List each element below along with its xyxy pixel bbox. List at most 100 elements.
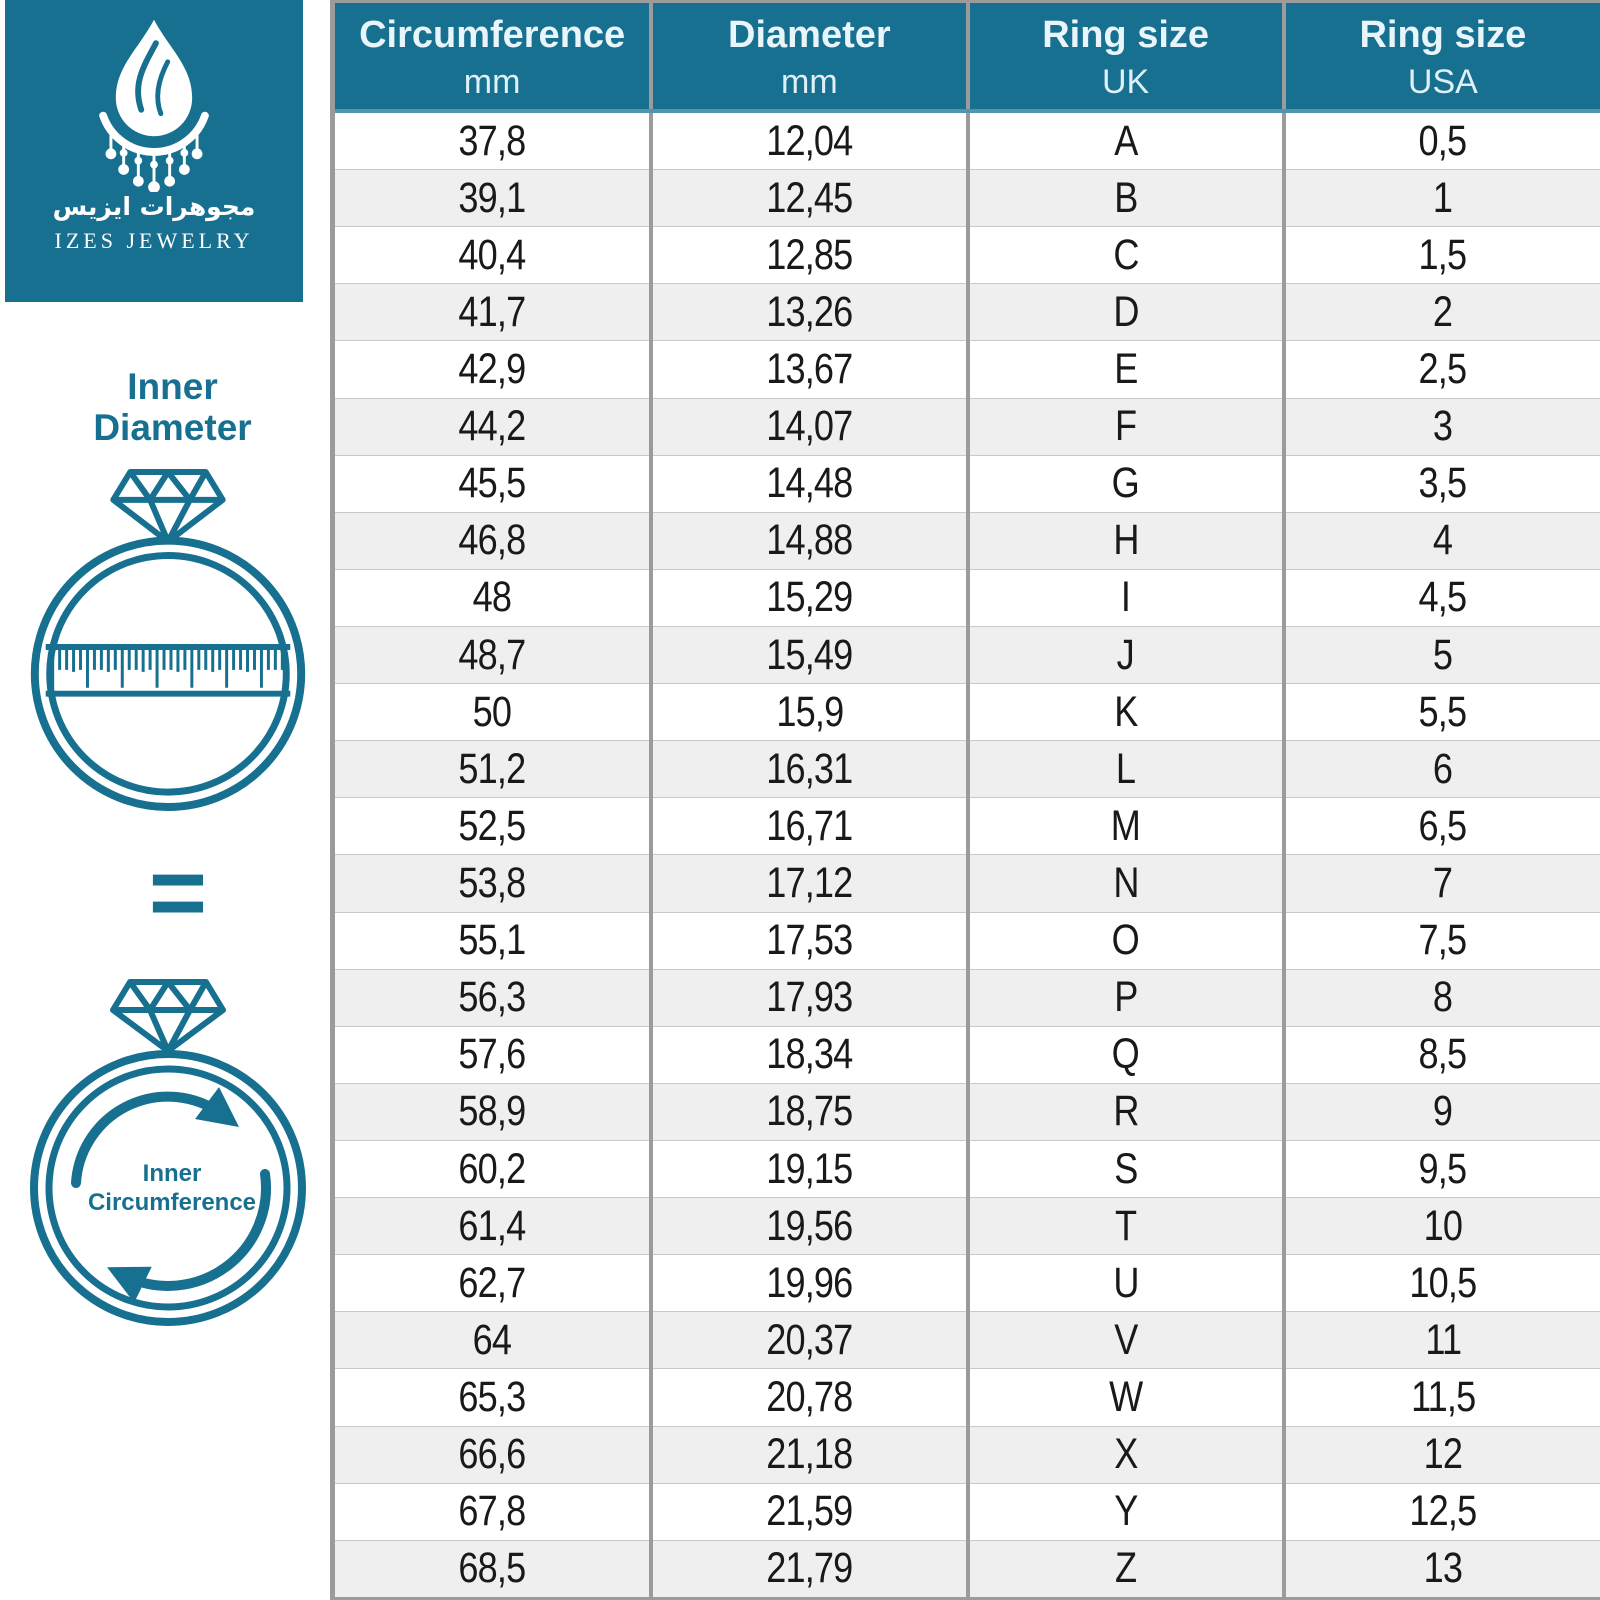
column-label: Diameter <box>728 14 891 56</box>
inner-diameter-label-line1: Inner <box>127 366 218 407</box>
table-row: 52,5 16,71 M 6,5 <box>335 797 1600 855</box>
table-header-row: Circumference mm Diameter mm Ring size U… <box>335 3 1600 113</box>
cell-diameter: 13,26 <box>651 283 970 341</box>
diamond-icon <box>110 979 226 1054</box>
table-row: 64 20,37 V 11 <box>335 1311 1600 1369</box>
cell-ring-size-uk: B <box>967 169 1286 227</box>
cell-ring-size-usa: 9 <box>1283 1082 1600 1141</box>
cell-ring-size-uk: T <box>967 1197 1286 1255</box>
table-row: 46,8 14,88 H 4 <box>335 511 1600 570</box>
cell-ring-size-uk: R <box>967 1082 1286 1141</box>
cell-ring-size-uk: G <box>967 454 1286 513</box>
ruler-icon <box>45 643 291 697</box>
cell-ring-size-usa: 1,5 <box>1283 226 1600 284</box>
cell-circumference: 48,7 <box>335 625 654 684</box>
table-row: 51,2 16,31 L 6 <box>335 740 1600 798</box>
column-header-ring-size-usa: Ring size USA <box>1283 3 1600 113</box>
cell-ring-size-uk: I <box>967 568 1286 627</box>
cell-circumference: 56,3 <box>335 968 654 1027</box>
cell-diameter: 19,96 <box>651 1254 970 1312</box>
cell-ring-size-uk: X <box>967 1425 1286 1484</box>
cell-ring-size-usa: 11,5 <box>1283 1368 1600 1427</box>
inner-circumference-label-line1: Inner <box>143 1160 202 1187</box>
cell-diameter: 16,31 <box>651 740 970 798</box>
cell-ring-size-usa: 13 <box>1283 1539 1600 1597</box>
cell-diameter: 17,12 <box>651 854 970 913</box>
cell-ring-size-uk: Z <box>967 1539 1286 1597</box>
cell-circumference: 42,9 <box>335 340 654 399</box>
cell-diameter: 17,93 <box>651 968 970 1027</box>
cell-circumference: 58,9 <box>335 1082 654 1141</box>
brand-logo: مجوهرات ايزيس IZES JEWELRY <box>5 0 303 302</box>
cell-diameter: 15,49 <box>651 625 970 684</box>
cell-ring-size-usa: 6,5 <box>1283 797 1600 855</box>
column-label: Circumference <box>359 14 626 56</box>
ring-band <box>30 1050 306 1326</box>
cell-circumference: 68,5 <box>335 1539 654 1597</box>
cell-ring-size-uk: D <box>967 283 1286 341</box>
inner-diameter-label-line2: Diameter <box>93 407 252 448</box>
cell-ring-size-uk: Y <box>967 1482 1286 1541</box>
cell-circumference: 65,3 <box>335 1368 654 1427</box>
table-row: 67,8 21,59 Y 12,5 <box>335 1482 1600 1541</box>
cell-ring-size-uk: Q <box>967 1025 1286 1084</box>
table-row: 61,4 19,56 T 10 <box>335 1197 1600 1255</box>
table-row: 66,6 21,18 X 12 <box>335 1425 1600 1484</box>
cell-diameter: 20,37 <box>651 1311 970 1369</box>
cell-circumference: 50 <box>335 683 654 741</box>
cell-ring-size-uk: J <box>967 625 1286 684</box>
cell-circumference: 37,8 <box>335 111 654 170</box>
sidebar: مجوهرات ايزيس IZES JEWELRY Inner Diamete… <box>0 0 330 1600</box>
column-header-circumference: Circumference mm <box>335 3 654 113</box>
brand-arabic-name: مجوهرات ايزيس <box>52 192 256 221</box>
cell-ring-size-usa: 4,5 <box>1283 568 1600 627</box>
cell-ring-size-uk: C <box>967 226 1286 284</box>
cell-ring-size-usa: 2 <box>1283 283 1600 341</box>
table-row: 62,7 19,96 U 10,5 <box>335 1254 1600 1312</box>
equals-icon: = <box>148 837 208 949</box>
cell-circumference: 66,6 <box>335 1425 654 1484</box>
cell-circumference: 45,5 <box>335 454 654 513</box>
cell-ring-size-usa: 6 <box>1283 740 1600 798</box>
cell-diameter: 13,67 <box>651 340 970 399</box>
table-row: 48,7 15,49 J 5 <box>335 625 1600 684</box>
table-row: 55,1 17,53 O 7,5 <box>335 911 1600 970</box>
cell-circumference: 60,2 <box>335 1139 654 1198</box>
column-unit: mm <box>463 63 521 101</box>
inner-diameter-label: Inner Diameter <box>0 366 345 448</box>
cell-diameter: 19,56 <box>651 1197 970 1255</box>
cell-diameter: 19,15 <box>651 1139 970 1198</box>
cell-ring-size-uk: F <box>967 397 1286 456</box>
table-row: 45,5 14,48 G 3,5 <box>335 454 1600 513</box>
cell-ring-size-usa: 5 <box>1283 625 1600 684</box>
cell-ring-size-uk: N <box>967 854 1286 913</box>
cell-ring-size-uk: P <box>967 968 1286 1027</box>
ring-inner-circumference-illustration: Inner Circumference <box>30 979 306 1326</box>
cell-ring-size-uk: E <box>967 340 1286 399</box>
cell-ring-size-usa: 1 <box>1283 169 1600 227</box>
cell-circumference: 48 <box>335 568 654 627</box>
cell-circumference: 53,8 <box>335 854 654 913</box>
cell-ring-size-uk: A <box>967 111 1286 170</box>
table-row: 42,9 13,67 E 2,5 <box>335 340 1600 399</box>
brand-latin-name: IZES JEWELRY <box>54 228 254 253</box>
cell-diameter: 15,9 <box>651 683 970 741</box>
cell-ring-size-usa: 10 <box>1283 1197 1600 1255</box>
table-row: 65,3 20,78 W 11,5 <box>335 1368 1600 1427</box>
cell-circumference: 41,7 <box>335 283 654 341</box>
cell-diameter: 12,45 <box>651 169 970 227</box>
cell-circumference: 55,1 <box>335 911 654 970</box>
table-row: 44,2 14,07 F 3 <box>335 397 1600 456</box>
cell-diameter: 17,53 <box>651 911 970 970</box>
table-row: 58,9 18,75 R 9 <box>335 1082 1600 1141</box>
cell-circumference: 51,2 <box>335 740 654 798</box>
cell-ring-size-usa: 3 <box>1283 397 1600 456</box>
ring-inner-diameter-illustration <box>30 469 306 811</box>
column-label: Ring size <box>1042 14 1210 56</box>
cell-diameter: 21,18 <box>651 1425 970 1484</box>
table-row: 68,5 21,79 Z 13 <box>335 1539 1600 1597</box>
table-row: 50 15,9 K 5,5 <box>335 683 1600 741</box>
cell-circumference: 67,8 <box>335 1482 654 1541</box>
cell-diameter: 12,85 <box>651 226 970 284</box>
